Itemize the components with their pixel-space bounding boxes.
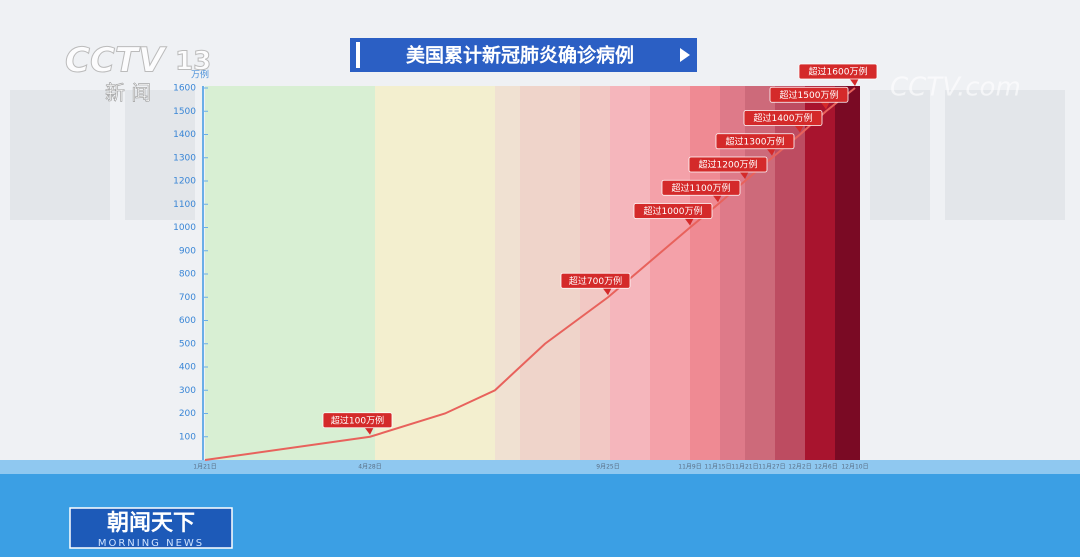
label-pointer — [820, 101, 830, 110]
value-label-box — [769, 86, 849, 103]
value-label-box — [322, 412, 393, 429]
value-label: 超过1300万例 — [726, 135, 785, 147]
value-label-box — [661, 179, 741, 196]
program-name: 朝闻天下 — [107, 510, 195, 536]
y-tick-label: 800 — [179, 270, 196, 280]
line — [204, 87, 856, 461]
corner-logo: CCTV.com — [890, 73, 1021, 103]
value-label-box — [743, 110, 823, 126]
label-pointer — [766, 147, 776, 156]
y-tick-label: 400 — [179, 363, 196, 373]
x-tick-label: 11月9日 — [678, 464, 701, 471]
y-unit: 万例 — [191, 69, 209, 81]
x-tick-label: 12月2日 — [788, 464, 811, 471]
x-tick-label: 11月21日 — [731, 464, 758, 471]
y-tick-label: 700 — [179, 293, 196, 303]
value-label-box — [560, 272, 631, 289]
value-label-box — [633, 203, 713, 219]
channel-name: 新 闻 — [105, 81, 151, 105]
value-label-box — [688, 156, 768, 173]
value-label: 超过1400万例 — [754, 112, 813, 124]
background-cards — [10, 90, 1065, 220]
title-box — [350, 38, 697, 72]
y-tick-label: 100 — [179, 432, 196, 442]
value-label: 超过1600万例 — [809, 66, 868, 78]
y-tick-label: 600 — [179, 316, 196, 326]
title-bar — [356, 42, 360, 68]
y-tick-label: 900 — [179, 246, 196, 256]
title-arrow — [680, 48, 690, 62]
x-tick-label: 1月21日 — [193, 464, 216, 471]
y-tick-label: 1400 — [173, 130, 196, 140]
band — [690, 86, 720, 460]
value-label-box — [798, 63, 878, 80]
label-pointer — [712, 194, 722, 203]
x-tick-label: 9月25日 — [596, 464, 619, 471]
label-pointer — [602, 287, 612, 296]
label-pointer — [684, 217, 694, 226]
label-pointer — [849, 78, 859, 86]
axis-strip — [0, 460, 1080, 474]
y-tick-label: 1500 — [173, 107, 196, 117]
channel-logo: CCTV — [65, 41, 167, 81]
x-tick-label: 12月10日 — [841, 464, 868, 471]
band — [205, 86, 375, 460]
x-tick-label: 4月28日 — [358, 464, 381, 471]
y-tick-label: 1100 — [173, 200, 196, 210]
label-pointer — [739, 171, 749, 179]
y-tick-label: 200 — [179, 409, 196, 419]
program-en: MORNING NEWS — [98, 538, 204, 549]
label-pointer — [364, 426, 374, 435]
channel-number: 13 — [175, 47, 211, 77]
chart-title: 美国累计新冠肺炎确诊病例 — [406, 44, 634, 67]
value-label: 超过1500万例 — [780, 89, 839, 101]
value-label: 超过100万例 — [331, 414, 384, 426]
band — [495, 86, 520, 460]
x-tick-label: 11月15日 — [704, 464, 731, 471]
value-label: 超过1000万例 — [644, 205, 703, 217]
y-tick-label: 1300 — [173, 153, 196, 163]
value-label: 超过1100万例 — [672, 182, 731, 194]
y-tick-label: 1200 — [173, 177, 196, 187]
y-tick-label: 1600 — [173, 84, 196, 94]
value-label: 超过700万例 — [569, 275, 622, 287]
y-tick-label: 300 — [179, 386, 196, 396]
x-tick-label: 12月6日 — [814, 464, 837, 471]
band — [375, 86, 495, 460]
program-box — [69, 507, 233, 549]
band — [650, 86, 690, 460]
y-tick-label: 500 — [179, 339, 196, 349]
label-pointer — [794, 124, 804, 133]
value-label: 超过1200万例 — [699, 159, 758, 171]
x-tick-label: 11月27日 — [758, 464, 785, 471]
y-tick-label: 1000 — [173, 223, 196, 233]
value-label-box — [715, 133, 795, 150]
band — [805, 86, 835, 460]
band — [835, 86, 860, 460]
